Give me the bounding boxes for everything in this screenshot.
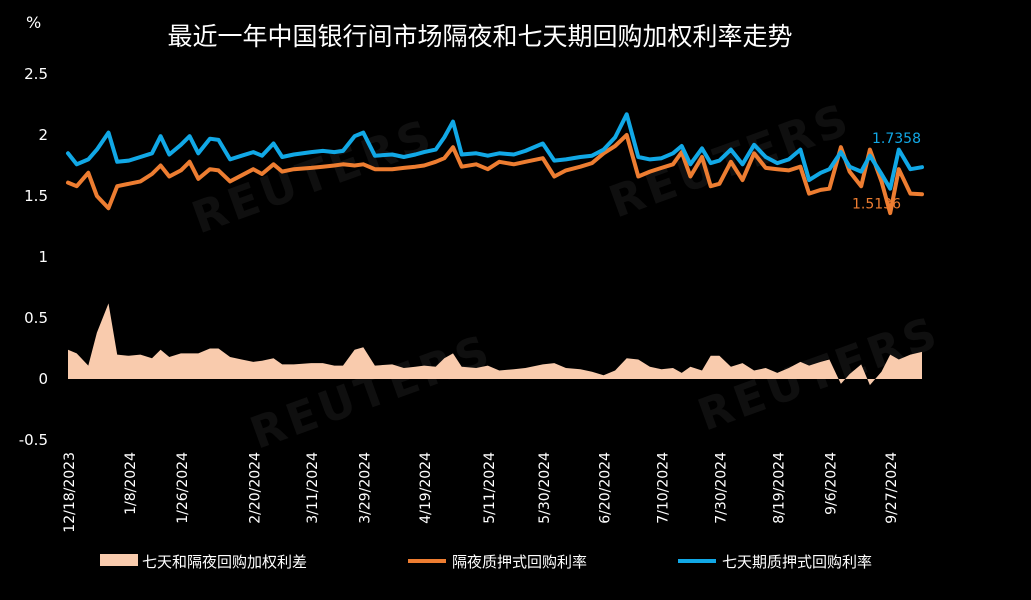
x-tick-label: 7/10/2024 (655, 452, 671, 524)
legend-item-seven-day: 七天期质押式回购利率 (678, 553, 872, 571)
chart-title: 最近一年中国银行间市场隔夜和七天期回购加权利率走势 (167, 22, 792, 51)
x-tick-label: 9/6/2024 (823, 452, 839, 515)
legend-item-overnight: 隔夜质押式回购利率 (408, 553, 587, 571)
x-tick-label: 12/18/2023 (62, 452, 78, 533)
x-tick-label: 3/29/2024 (357, 452, 373, 524)
plot-area (66, 112, 924, 386)
series-line-seven-day (66, 112, 924, 191)
y-tick-label: 2.5 (24, 65, 48, 83)
end-label-overnight: 1.5136 (852, 196, 901, 212)
series-area-spread (68, 303, 922, 386)
x-tick-label: 1/8/2024 (123, 452, 139, 515)
end-label-seven-day: 1.7358 (872, 131, 921, 147)
y-tick-label: -0.5 (19, 431, 48, 449)
x-axis-ticks: 12/18/2023 1/8/2024 1/26/2024 2/20/2024 3/11… (62, 452, 900, 533)
x-tick-label: 5/30/2024 (537, 452, 553, 524)
legend: 七天和隔夜回购加权利差 隔夜质押式回购利率 七天期质押式回购利率 (100, 553, 872, 571)
y-tick-label: 1 (38, 248, 48, 266)
watermark-layer: REUTERS REUTERS REUTERS REUTERS (186, 94, 947, 460)
legend-item-spread: 七天和隔夜回购加权利差 (100, 553, 307, 571)
y-tick-label: 0 (38, 370, 48, 388)
legend-swatch-spread (100, 554, 138, 566)
x-tick-label: 3/11/2024 (305, 452, 321, 524)
x-tick-label: 8/19/2024 (771, 452, 787, 524)
y-tick-label: 0.5 (24, 309, 48, 327)
watermark-text: REUTERS (244, 325, 499, 460)
x-tick-label: 2/20/2024 (247, 452, 263, 524)
x-tick-label: 6/20/2024 (598, 452, 614, 524)
x-tick-label: 4/19/2024 (418, 452, 434, 524)
x-tick-label: 5/11/2024 (482, 452, 498, 524)
y-tick-label: 1.5 (24, 187, 48, 205)
y-tick-label: 2 (38, 126, 48, 144)
end-value-labels: 1.7358 1.5136 (852, 131, 921, 212)
x-tick-label: 9/27/2024 (884, 452, 900, 524)
x-tick-label: 7/30/2024 (713, 452, 729, 524)
series-line-overnight (66, 133, 924, 216)
legend-label-seven-day: 七天期质押式回购利率 (722, 553, 872, 571)
legend-label-spread: 七天和隔夜回购加权利差 (142, 553, 307, 571)
y-axis-ticks: 2.5 2 1.5 1 0.5 0 -0.5 (19, 65, 48, 449)
y-axis-unit-label: % (26, 13, 41, 32)
legend-label-overnight: 隔夜质押式回购利率 (452, 553, 587, 571)
x-tick-label: 1/26/2024 (175, 452, 191, 524)
